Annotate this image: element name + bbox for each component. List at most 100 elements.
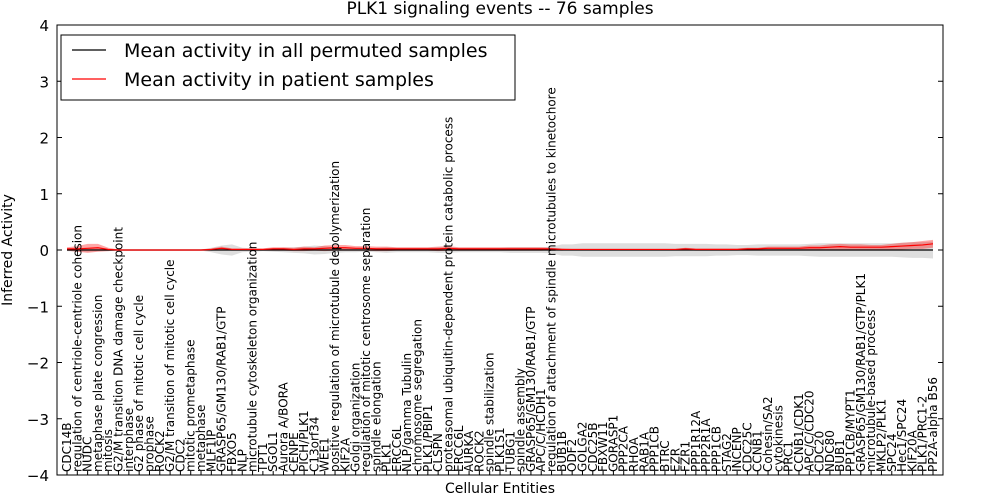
x-tick-label: ERCC6L (452, 425, 466, 472)
x-tick-label: NUDC (81, 437, 95, 472)
x-tick-label: PLK1/PRC1-2 (916, 396, 930, 472)
x-tick-label: proteasomal ubiquitin-dependent protein … (441, 117, 455, 472)
x-tick-label: PLK1S1 (493, 427, 507, 472)
x-tick-label: TUBG1 (503, 431, 517, 473)
x-tick-label: RAB1A (637, 431, 651, 472)
x-tick-label: PPP1R12A (689, 410, 703, 472)
x-tick-label: FBXW11 (596, 422, 610, 473)
x-tick-label: GRASP65/GM130/RAB1/GTP (524, 306, 538, 472)
x-tick-label: mitosis (101, 429, 115, 472)
y-tick-label: 0 (39, 242, 49, 260)
series-line-patient (67, 243, 934, 251)
x-tick-label: positive regulation of microtubule depol… (328, 161, 342, 472)
x-tick-label: NLP/gamma Tubulin (400, 353, 414, 472)
x-tick-label: GRASP65/GM130/RAB1/GTP (215, 306, 229, 472)
x-tick-label: NLP (235, 449, 249, 472)
x-tick-label: KIF2A (338, 437, 352, 472)
x-tick-label: APC/C/CDC20 (802, 390, 816, 472)
x-tick-label: INCENP (730, 427, 744, 472)
x-tick-label: Golgi organization (349, 363, 363, 472)
x-tick-label: spindle stabilization (483, 352, 497, 472)
x-tick-label: microtubule-based process (864, 310, 878, 472)
x-tick-label: microtubule cytoskeleton organization (246, 242, 260, 472)
x-tick-label: MLF1IP (204, 430, 218, 472)
x-tick-label: ROCK2 (472, 430, 486, 472)
y-tick-label: 4 (39, 17, 49, 35)
x-tick-label: PPP2R1A (699, 418, 713, 472)
x-tick-label: spindle elongation (369, 361, 383, 472)
x-tick-label: CDC2 (173, 438, 187, 472)
legend-box (60, 34, 516, 101)
x-tick-label: FBXO5 (225, 432, 239, 472)
y-tick-label: 1 (39, 186, 49, 204)
x-tick-label: GORASP1 (606, 415, 620, 472)
y-tick-label: −4 (27, 467, 49, 485)
x-tick-label: regulation of attachment of spindle micr… (545, 87, 559, 472)
x-tick-label: metaphase (194, 405, 208, 472)
x-tick-label: RHOA (627, 436, 641, 472)
x-tick-label: regulation of mitotic centrosome separat… (359, 208, 373, 472)
x-tick-label: Cohesin/SA2 (761, 396, 775, 472)
x-tick-label: MKLP2/PLK1 (874, 399, 888, 472)
x-tick-label: PPP1CB (710, 426, 724, 472)
x-tick-label: C13orf34 (307, 417, 321, 472)
x-tick-label: AURKA (462, 430, 476, 472)
y-axis-label: Inferred Activity (0, 194, 16, 306)
x-tick-label: SGOL1 (266, 431, 280, 472)
x-tick-label: GOLGA2 (575, 421, 589, 472)
x-tick-label: EZR (668, 448, 682, 472)
x-tick-label: metaphase plate congression (91, 295, 105, 472)
x-tick-label: CDC20 (813, 431, 827, 472)
x-tick-label: CDC25B (586, 423, 600, 473)
y-tick-label: 3 (39, 73, 49, 91)
legend: Mean activity in all permuted samples Me… (60, 34, 516, 101)
x-tick-label: PICH/PLK1 (297, 410, 311, 472)
legend-label-patient: Mean activity in patient samples (124, 69, 434, 91)
x-tick-label: WEE1 (318, 437, 332, 472)
x-tick-label: interphase (122, 408, 136, 472)
y-tick-label: −2 (27, 355, 49, 373)
x-tick-label: Hec1/SPC24 (895, 399, 909, 472)
x-tick-label: CLSPN (431, 433, 445, 472)
x-tick-label: PPP1CB (648, 426, 662, 472)
x-tick-label: CDC14B (60, 423, 74, 473)
x-tick-label: BUB1 (833, 439, 847, 472)
legend-label-permuted: Mean activity in all permuted samples (124, 40, 487, 62)
x-tick-label: PLK1 (380, 443, 394, 472)
x-tick-label: ODF2 (565, 439, 579, 472)
x-axis-label: Cellular Entities (445, 481, 555, 497)
x-tick-label: G2/M transition of mitotic cell cycle (163, 259, 177, 472)
plot-frame (56, 24, 944, 476)
x-tick-label: CDC25C (740, 422, 754, 472)
x-tick-label: CCNB1 (751, 430, 765, 472)
x-tick-label: cytokinesis (771, 405, 785, 472)
y-tick-label: −1 (27, 298, 49, 316)
x-tick-label: APC/C/HCDH1 (534, 388, 548, 472)
x-tick-label: PRC1 (782, 441, 796, 472)
x-tick-label: G2 phase of mitotic cell cycle (132, 295, 146, 472)
x-tick-label: prophase (142, 416, 156, 472)
x-tick-label: NDC80 (823, 430, 837, 472)
x-tick-label: GRASP65/GM130/RAB1/GTP/PLK1 (854, 273, 868, 472)
chart-title: PLK1 signaling events -- 76 samples (346, 0, 653, 19)
x-tick-label: SPC24 (885, 433, 899, 472)
x-tick-label: PLK1/PBIP1 (421, 405, 435, 472)
x-tick-label: CENPE (287, 432, 301, 472)
x-tick-label: KIF20A (905, 429, 919, 472)
x-tick-label: BUB1B (555, 431, 569, 472)
x-tick-label: regulation of centriole-centriole cohesi… (70, 225, 84, 472)
x-tick-label: PP1CB/MYPT1 (844, 389, 858, 472)
y-tick-label: −3 (27, 411, 49, 429)
x-tick-label: spindle assembly (514, 368, 528, 472)
x-tick-label: FZR1 (679, 441, 693, 472)
x-tick-label: Aurora A/BORA (277, 382, 291, 472)
x-tick-label: chromosome segregation (411, 319, 425, 472)
x-tick-label: ERCC6L (390, 425, 404, 472)
x-tick-label: CCNB1/CDK1 (792, 393, 806, 472)
x-tick-label: PP2A-alpha B56 (926, 377, 940, 472)
x-tick-label: STAG2 (720, 433, 734, 472)
x-tick-label: BTRC (658, 440, 672, 472)
x-tick-label: G2/M transition DNA damage checkpoint (112, 227, 126, 472)
x-tick-label: TPT1 (256, 442, 270, 473)
